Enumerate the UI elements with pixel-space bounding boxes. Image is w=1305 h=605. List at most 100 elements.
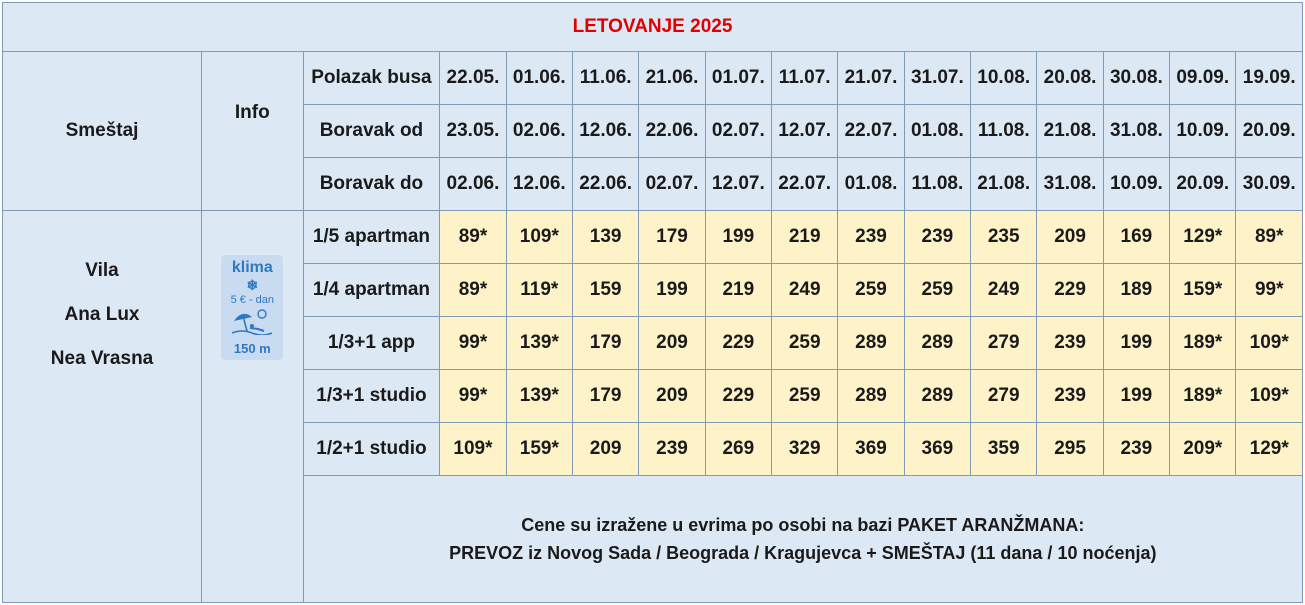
date-cell: 21.08. bbox=[1036, 104, 1104, 158]
price-cell: 89* bbox=[1235, 210, 1303, 264]
table-row: 1/3+1 studio 99* 139* 179 209 229 259 289 289 279… bbox=[3, 369, 1303, 423]
date-cell: 22.07. bbox=[837, 104, 905, 158]
price-cell: 329 bbox=[771, 422, 839, 476]
price-cell: 229 bbox=[704, 316, 773, 370]
date-cell: 01.06. bbox=[505, 51, 573, 105]
date-cell: 12.06. bbox=[505, 157, 573, 211]
date-cell: 30.09. bbox=[1235, 157, 1303, 211]
accommodation-line3: Nea Vrasna bbox=[50, 348, 154, 369]
date-cell: 09.09. bbox=[1169, 51, 1237, 105]
price-cell: 179 bbox=[571, 369, 640, 423]
price-cell: 369 bbox=[837, 422, 905, 476]
date-cell: 19.09. bbox=[1235, 51, 1303, 105]
date-cell: 21.08. bbox=[970, 157, 1038, 211]
date-cell: 21.07. bbox=[837, 51, 905, 105]
price-cell: 129* bbox=[1235, 422, 1303, 476]
date-cell: 22.07. bbox=[771, 157, 839, 211]
header-row-label: Boravak od bbox=[302, 104, 441, 158]
note-row: Cene su izražene u evrima po osobi na ba… bbox=[3, 475, 1304, 603]
date-cell: 10.09. bbox=[1102, 157, 1171, 211]
price-cell: 159* bbox=[505, 422, 573, 476]
price-cell: 279 bbox=[970, 316, 1038, 370]
title-row: LETOVANJE 2025 bbox=[2, 2, 1303, 52]
price-cell: 189* bbox=[1169, 369, 1237, 423]
date-cell: 11.08. bbox=[970, 104, 1038, 158]
price-cell: 239 bbox=[903, 210, 972, 264]
date-cell: 12.07. bbox=[704, 157, 773, 211]
price-cell: 249 bbox=[970, 263, 1038, 317]
price-cell: 209 bbox=[1036, 210, 1104, 264]
date-cell: 20.09. bbox=[1169, 157, 1237, 211]
room-type: 1/4 apartman bbox=[302, 263, 441, 317]
price-cell: 269 bbox=[704, 422, 773, 476]
price-cell: 109* bbox=[505, 210, 573, 264]
date-cell: 11.06. bbox=[571, 51, 640, 105]
price-cell: 209 bbox=[638, 369, 706, 423]
date-cell: 22.05. bbox=[439, 51, 507, 105]
price-cell: 239 bbox=[638, 422, 706, 476]
date-cell: 23.05. bbox=[439, 104, 507, 158]
price-note: Cene su izražene u evrima po osobi na ba… bbox=[302, 475, 1304, 603]
price-cell: 159* bbox=[1169, 263, 1237, 317]
price-cell: 189 bbox=[1102, 263, 1171, 317]
date-cell: 22.06. bbox=[638, 104, 706, 158]
date-cell: 02.06. bbox=[439, 157, 507, 211]
date-cell: 20.09. bbox=[1235, 104, 1303, 158]
beach-umbrella-icon bbox=[230, 307, 274, 341]
accommodation-line2: Ana Lux bbox=[64, 304, 140, 325]
price-cell: 219 bbox=[771, 210, 839, 264]
price-cell: 109* bbox=[439, 422, 507, 476]
price-cell: 359 bbox=[970, 422, 1038, 476]
date-cell: 21.06. bbox=[638, 51, 706, 105]
price-cell: 199 bbox=[1102, 316, 1171, 370]
price-cell: 199 bbox=[704, 210, 773, 264]
date-cell: 11.07. bbox=[771, 51, 839, 105]
info-badge: klima ❄ 5 € - dan 150 m bbox=[221, 255, 284, 360]
price-cell: 239 bbox=[1036, 316, 1104, 370]
table-title: LETOVANJE 2025 bbox=[2, 2, 1303, 52]
price-cell: 179 bbox=[638, 210, 706, 264]
date-cell: 31.08. bbox=[1102, 104, 1171, 158]
date-cell: 01.08. bbox=[837, 157, 905, 211]
price-cell: 109* bbox=[1235, 369, 1303, 423]
header-row: Boravak od 23.05. 02.06. 12.06. 22.06. 02.07.… bbox=[3, 104, 1303, 158]
price-cell: 199 bbox=[1102, 369, 1171, 423]
date-cell: 02.07. bbox=[704, 104, 773, 158]
date-cell: 31.07. bbox=[903, 51, 972, 105]
price-cell: 229 bbox=[1036, 263, 1104, 317]
price-cell: 89* bbox=[439, 263, 507, 317]
header-row-label: Boravak do bbox=[302, 157, 441, 211]
price-cell: 179 bbox=[571, 316, 640, 370]
price-cell: 239 bbox=[1036, 369, 1104, 423]
date-cell: 12.06. bbox=[571, 104, 640, 158]
price-cell: 289 bbox=[837, 316, 905, 370]
date-cell: 30.08. bbox=[1102, 51, 1171, 105]
date-cell: 01.08. bbox=[903, 104, 972, 158]
price-cell: 259 bbox=[771, 369, 839, 423]
price-cell: 89* bbox=[439, 210, 507, 264]
accommodation-name: Vila Ana Lux Nea Vrasna bbox=[1, 210, 203, 603]
room-type: 1/5 apartman bbox=[302, 210, 441, 264]
price-cell: 169 bbox=[1102, 210, 1171, 264]
smestaj-header: Smeštaj bbox=[1, 51, 203, 211]
price-cell: 259 bbox=[837, 263, 905, 317]
price-cell: 189* bbox=[1169, 316, 1237, 370]
price-cell: 249 bbox=[771, 263, 839, 317]
klima-fee: 5 € - dan bbox=[230, 294, 275, 306]
date-cell: 01.07. bbox=[704, 51, 773, 105]
date-cell: 20.08. bbox=[1036, 51, 1104, 105]
header-row-label: Polazak busa bbox=[302, 51, 441, 105]
price-cell: 239 bbox=[1102, 422, 1171, 476]
price-cell: 109* bbox=[1235, 316, 1303, 370]
date-cell: 31.08. bbox=[1036, 157, 1104, 211]
beach-distance: 150 m bbox=[233, 341, 271, 356]
price-cell: 229 bbox=[704, 369, 773, 423]
table-row: Vila Ana Lux Nea Vrasna klima ❄ 5 € - dan 150 … bbox=[1, 210, 1303, 603]
date-cell: 22.06. bbox=[571, 157, 640, 211]
price-cell: 279 bbox=[970, 369, 1038, 423]
price-cell: 239 bbox=[837, 210, 905, 264]
accommodation-line1: Vila bbox=[85, 260, 119, 281]
room-type: 1/2+1 studio bbox=[302, 422, 441, 476]
table-row: 1/3+1 app 99* 139* 179 209 229 259 289 289 279 239… bbox=[3, 316, 1303, 370]
